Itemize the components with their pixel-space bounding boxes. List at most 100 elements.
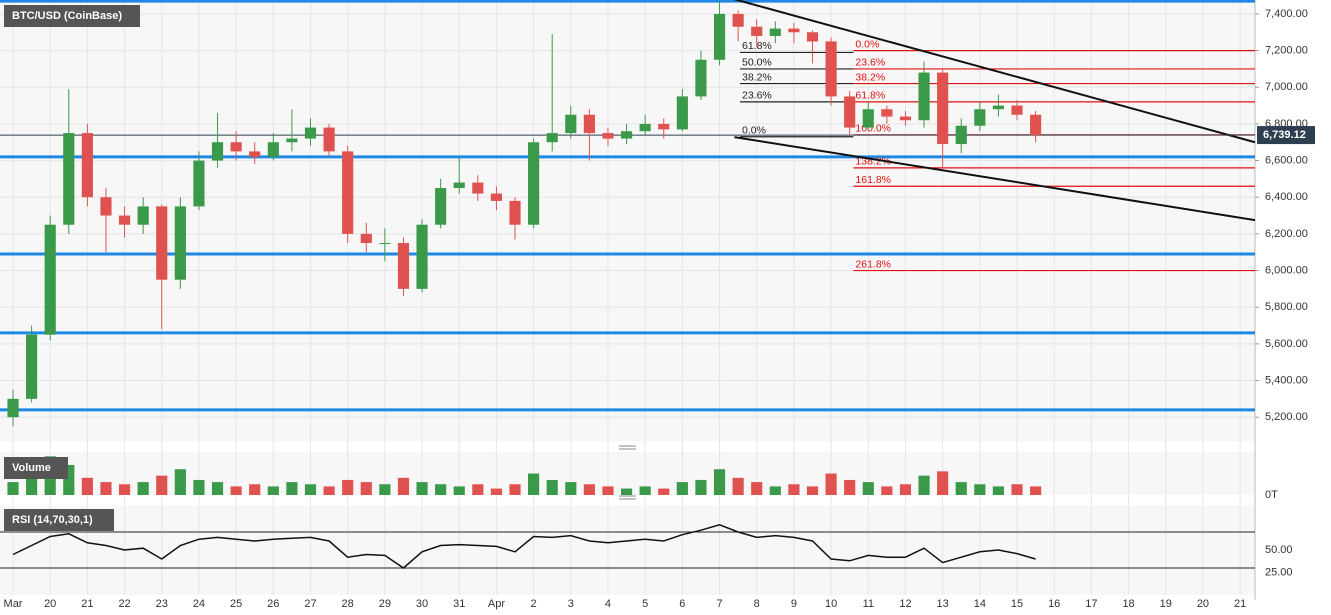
x-tick-label: Mar (4, 598, 23, 610)
volume-bar (732, 477, 744, 495)
x-tick-label: 25 (230, 598, 242, 610)
candle-body (304, 127, 317, 139)
fib-label: 23.6% (742, 90, 772, 102)
x-tick-label: 26 (267, 598, 279, 610)
x-tick-label: 22 (118, 598, 130, 610)
x-tick-label: 10 (825, 598, 837, 610)
x-tick-label: 18 (1122, 598, 1134, 610)
candle-body (658, 123, 670, 130)
x-tick-label: 20 (44, 598, 56, 610)
volume-bar (379, 484, 391, 495)
candle-body (193, 160, 205, 207)
volume-bar (472, 484, 484, 495)
chart-title: BTC/USD (CoinBase) (12, 10, 122, 22)
x-tick-label: 3 (568, 598, 574, 610)
x-tick-label: 24 (193, 598, 205, 610)
x-tick-label: Apr (488, 598, 505, 610)
rsi-tick-label: 25.00 (1265, 566, 1293, 578)
volume-bar (435, 484, 447, 495)
fib-label: 50.0% (742, 57, 772, 69)
fib-label: 38.2% (742, 71, 772, 83)
candle-body (509, 200, 521, 225)
last-price-label: 6,739.12 (1263, 129, 1306, 141)
candle-body (825, 41, 837, 97)
x-tick-label: 11 (863, 598, 874, 610)
volume-bar (100, 482, 112, 495)
candle-body (546, 133, 558, 143)
x-tick-label: 29 (379, 598, 391, 610)
volume-bar (360, 482, 372, 495)
volume-bar (26, 469, 38, 495)
volume-bar (193, 479, 205, 495)
rsi-title-box (4, 509, 114, 531)
volume-bar (528, 473, 540, 495)
candle-body (342, 151, 354, 234)
volume-bar (844, 479, 856, 495)
y-tick-label: 7,400.00 (1265, 8, 1308, 20)
x-tick-label: 14 (974, 598, 986, 610)
candle-body (249, 151, 261, 157)
volume-bar (137, 482, 149, 495)
volume-bar (63, 464, 75, 495)
x-tick-label: 15 (1011, 598, 1023, 610)
title-box (4, 5, 140, 27)
volume-bar (918, 475, 930, 495)
volume-bar (1011, 484, 1023, 495)
rsi-tick-label: 50.00 (1265, 544, 1293, 556)
x-tick-label: 31 (453, 598, 465, 610)
candle-body (156, 206, 168, 280)
volume-bar (825, 473, 837, 495)
candle-body (788, 28, 800, 33)
candle-body (844, 96, 856, 128)
candle-body (806, 32, 819, 42)
x-tick-label: 20 (1197, 598, 1209, 610)
volume-bar (899, 484, 912, 495)
candle-body (583, 114, 595, 134)
volume-bar (695, 479, 707, 495)
candle-body (211, 142, 224, 161)
volume-bar (862, 482, 874, 495)
y-tick-label: 5,800.00 (1265, 301, 1308, 313)
x-tick-label: 21 (1234, 598, 1246, 610)
x-tick-label: 16 (1048, 598, 1060, 610)
y-tick-label: 7,000.00 (1265, 81, 1308, 93)
pane-handle (619, 445, 636, 500)
volume-bar (490, 488, 502, 495)
candle-body (416, 224, 428, 289)
x-tick-label: 7 (716, 598, 722, 610)
x-tick-label: 30 (416, 598, 428, 610)
volume-bar (174, 469, 186, 495)
candle-body (453, 182, 465, 189)
candle-body (63, 133, 75, 225)
rsi-title: RSI (14,70,30,1) (12, 514, 93, 526)
candle-body (899, 116, 912, 121)
volume-bar (230, 486, 242, 495)
x-tick-label: 4 (605, 598, 611, 610)
candle-body (379, 243, 391, 245)
x-tick-label: 17 (1085, 598, 1097, 610)
candle-body (490, 193, 502, 201)
candle-body (397, 243, 410, 289)
candle-body (174, 206, 186, 280)
y-tick-label: 6,400.00 (1265, 191, 1308, 203)
last-price-box (1257, 126, 1315, 145)
x-tick-label: 2 (531, 598, 537, 610)
volume-bar (676, 482, 688, 495)
candle-body (565, 114, 577, 134)
candle-body (1011, 105, 1023, 115)
volume-bar (81, 477, 93, 495)
volume-bar (118, 484, 131, 495)
candle-body (528, 142, 540, 225)
volume-bar (211, 482, 224, 495)
volume-title: Volume (12, 462, 51, 474)
volume-bar (620, 488, 633, 495)
candle-body (751, 26, 763, 36)
candle-body (937, 72, 949, 145)
candle-body (1030, 114, 1042, 136)
volume-bar (658, 488, 670, 495)
volume-bar (583, 484, 595, 495)
rsi-line (12, 524, 1036, 569)
x-tick-label: 27 (304, 598, 316, 610)
fib-label: 261.8% (855, 258, 891, 270)
